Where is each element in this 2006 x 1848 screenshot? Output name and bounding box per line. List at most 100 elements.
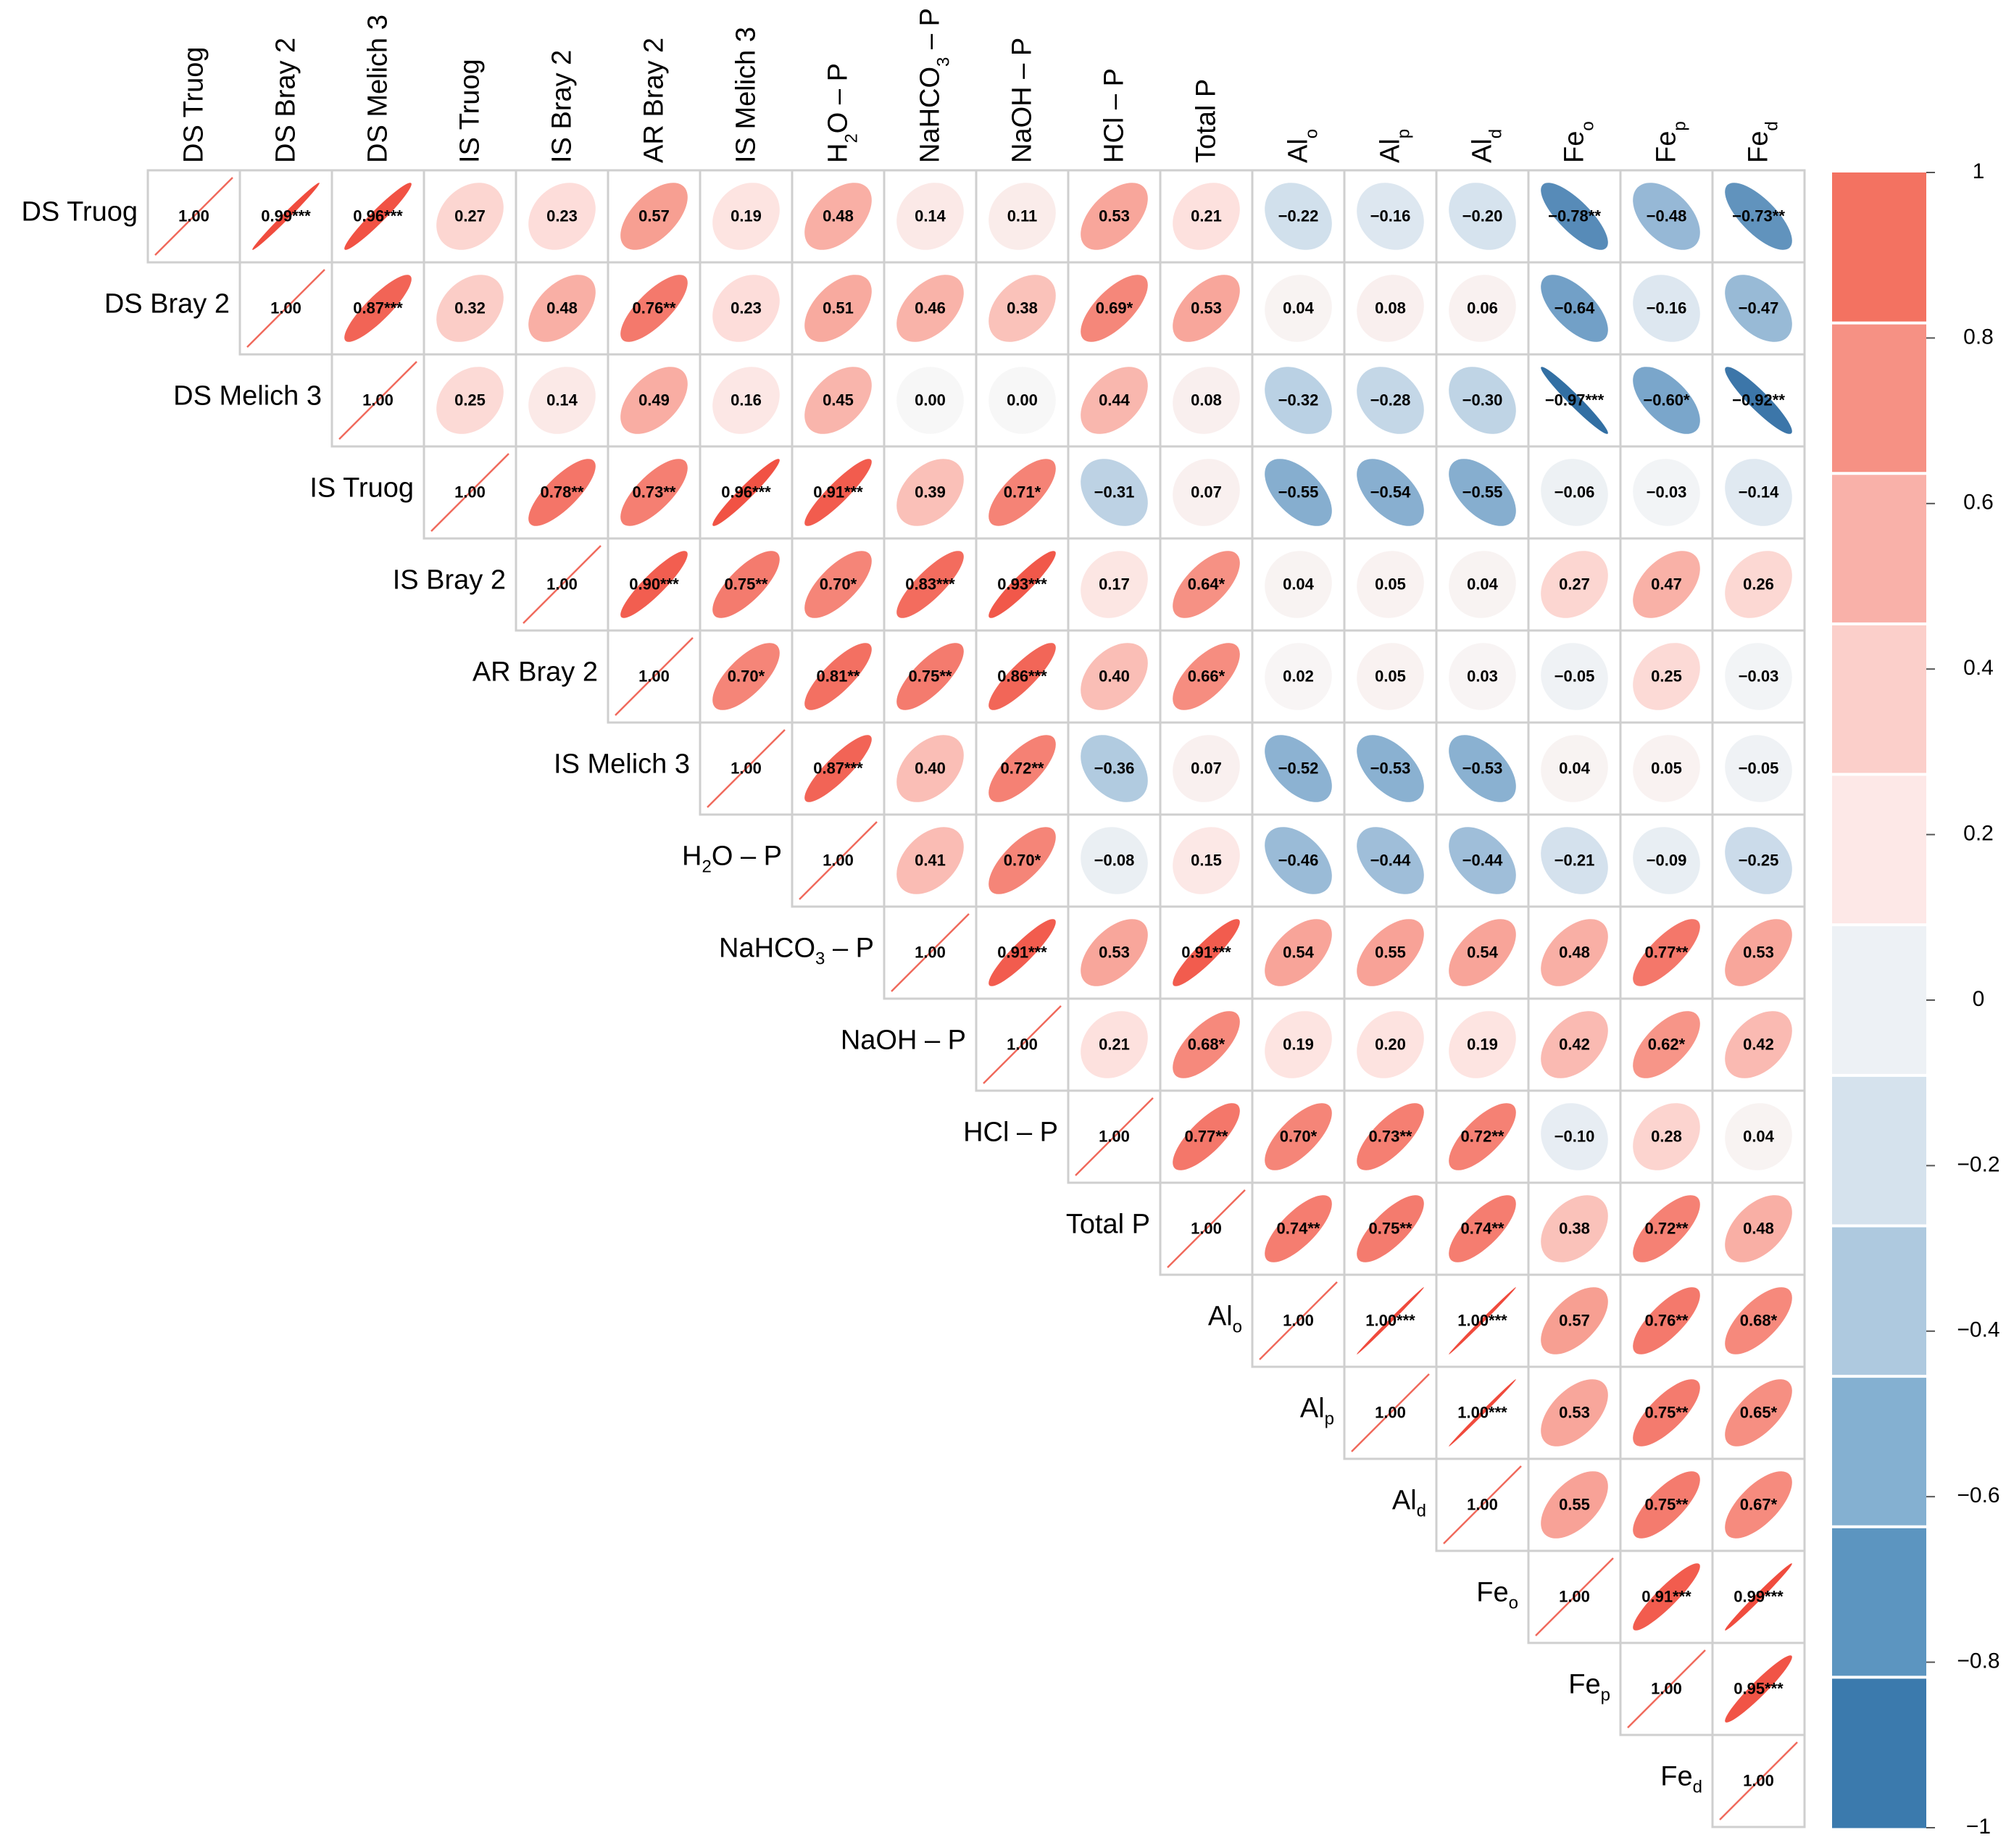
cell-value-label: 0.68* bbox=[1740, 1311, 1778, 1329]
cell-value-label: 0.54 bbox=[1283, 943, 1315, 961]
diagonal-line bbox=[983, 1005, 1062, 1084]
cell-r0-c13: −0.16 bbox=[1343, 169, 1438, 264]
row-label-ds-melich-3-2: DS Melich 3 bbox=[173, 381, 322, 412]
cell-r1-c12: 0.04 bbox=[1251, 261, 1346, 356]
cell-r1-c7: 0.51 bbox=[791, 261, 886, 356]
column-label-ds-melich-3-2: DS Melich 3 bbox=[363, 14, 394, 163]
cell-r2-c14: −0.30 bbox=[1435, 353, 1530, 448]
correlation-ellipse bbox=[1173, 367, 1240, 434]
cell-value-label: 0.53 bbox=[1099, 207, 1130, 225]
diagonal-line bbox=[615, 637, 694, 716]
cell-value-label: 0.25 bbox=[1651, 667, 1682, 685]
cell-value-label: 0.08 bbox=[1191, 391, 1222, 409]
color-legend-segment bbox=[1832, 322, 1926, 474]
column-label-alp-13: Alp bbox=[1376, 129, 1414, 163]
correlation-ellipse bbox=[1725, 1195, 1792, 1262]
correlation-ellipse bbox=[1541, 183, 1608, 250]
cell-value-label: 0.75** bbox=[1369, 1219, 1412, 1237]
row-labels: DS Truog DS Bray 2 DS Melich 3 IS Truog IS B… bbox=[21, 197, 1702, 1797]
cell-value-label: 1.00 bbox=[454, 483, 486, 501]
correlation-ellipse bbox=[528, 459, 596, 526]
correlation-ellipse bbox=[1541, 827, 1608, 894]
cell-value-label: 0.16 bbox=[731, 391, 762, 409]
diagonal-line bbox=[154, 177, 233, 256]
column-label-fed-17: Fed bbox=[1744, 121, 1782, 163]
cell-value-label: 0.87*** bbox=[353, 299, 403, 317]
cell-value-label: 1.00 bbox=[178, 207, 209, 225]
correlation-ellipse bbox=[1541, 919, 1608, 986]
cell-r12-c16: 0.76** bbox=[1619, 1273, 1714, 1368]
correlation-ellipse bbox=[1081, 367, 1148, 434]
correlation-ellipse bbox=[1633, 1379, 1700, 1447]
correlation-ellipse bbox=[528, 275, 596, 342]
cell-value-label: −0.16 bbox=[1370, 207, 1411, 225]
correlation-ellipse bbox=[252, 183, 320, 250]
cell-r1-c11: 0.53 bbox=[1159, 261, 1254, 356]
correlation-ellipse bbox=[804, 367, 872, 434]
row-label-alp-13: Alp bbox=[1300, 1394, 1334, 1429]
correlation-ellipse bbox=[1173, 551, 1240, 618]
cell-r7-c10: −0.08 bbox=[1067, 813, 1162, 908]
correlation-ellipse bbox=[620, 367, 688, 434]
cell-r2-c12: −0.32 bbox=[1251, 353, 1346, 448]
cell-value-label: 1.00 bbox=[823, 851, 854, 869]
cell-r7-c15: −0.21 bbox=[1527, 813, 1622, 908]
cell-r11-c12: 0.74** bbox=[1251, 1181, 1346, 1276]
cell-r0-c10: 0.53 bbox=[1067, 169, 1162, 264]
correlation-ellipse bbox=[1357, 459, 1424, 526]
cell-value-label: 0.96*** bbox=[353, 207, 403, 225]
cell-r17-c17: 1.00 bbox=[1711, 1733, 1806, 1828]
cell-value-label: −0.53 bbox=[1462, 759, 1503, 777]
cell-value-label: 0.91*** bbox=[997, 943, 1047, 961]
correlation-ellipse bbox=[1449, 1195, 1516, 1262]
cell-value-label: 0.76** bbox=[633, 299, 676, 317]
cell-value-label: 1.00 bbox=[1007, 1035, 1038, 1053]
row-label-fep-16: Fep bbox=[1568, 1670, 1610, 1705]
correlation-ellipse bbox=[1541, 1471, 1608, 1539]
cell-r0-c15: −0.78** bbox=[1527, 169, 1622, 264]
cell-value-label: 0.70* bbox=[1280, 1127, 1318, 1145]
cell-value-label: 0.64* bbox=[1188, 575, 1225, 593]
cell-value-label: −0.25 bbox=[1739, 851, 1779, 869]
correlation-ellipse bbox=[1449, 1011, 1516, 1078]
cell-r2-c11: 0.08 bbox=[1159, 353, 1254, 448]
cell-r0-c7: 0.48 bbox=[791, 169, 886, 264]
cell-value-label: 0.75** bbox=[725, 575, 768, 593]
cell-r2-c9: 0.00 bbox=[975, 353, 1070, 448]
cell-value-label: −0.46 bbox=[1278, 851, 1319, 869]
correlation-ellipse bbox=[1081, 459, 1148, 526]
column-label-nahco3-p-8: NaHCO3 – P bbox=[915, 8, 954, 163]
cell-value-label: −0.52 bbox=[1278, 759, 1319, 777]
cell-value-label: 0.32 bbox=[454, 299, 486, 317]
diagonal-line bbox=[1535, 1557, 1614, 1636]
column-label-feo-15: Feo bbox=[1560, 121, 1598, 163]
cell-value-label: −0.47 bbox=[1739, 299, 1779, 317]
correlation-ellipse bbox=[896, 735, 964, 802]
cell-value-label: 0.99*** bbox=[1734, 1587, 1784, 1605]
correlation-ellipse bbox=[989, 367, 1056, 434]
cell-r0-c0: 1.00 bbox=[146, 169, 241, 264]
cell-value-label: 0.00 bbox=[1007, 391, 1038, 409]
cell-value-label: 0.39 bbox=[915, 483, 946, 501]
correlation-ellipse bbox=[1633, 1195, 1700, 1262]
correlation-ellipse bbox=[344, 183, 412, 250]
cell-r2-c3: 0.25 bbox=[423, 353, 517, 448]
correlation-ellipse bbox=[1357, 735, 1424, 802]
correlation-ellipse bbox=[1265, 1011, 1332, 1078]
cell-value-label: 1.00 bbox=[546, 575, 578, 593]
correlation-ellipse bbox=[1541, 1195, 1608, 1262]
column-label-total-p-11: Total P bbox=[1191, 79, 1222, 163]
cell-value-label: 0.53 bbox=[1743, 943, 1774, 961]
cell-value-label: 0.53 bbox=[1191, 299, 1222, 317]
cell-r2-c6: 0.16 bbox=[699, 353, 794, 448]
cell-value-label: −0.10 bbox=[1555, 1127, 1595, 1145]
cell-r11-c13: 0.75** bbox=[1343, 1181, 1438, 1276]
cell-r0-c9: 0.11 bbox=[975, 169, 1070, 264]
cell-r12-c14: 1.00*** bbox=[1435, 1273, 1530, 1368]
correlation-ellipse bbox=[989, 459, 1056, 526]
cell-r3-c17: −0.14 bbox=[1711, 445, 1806, 540]
cell-value-label: 1.00 bbox=[362, 391, 394, 409]
correlation-ellipse bbox=[989, 275, 1056, 342]
cell-r10-c16: 0.28 bbox=[1619, 1089, 1714, 1184]
cell-r5-c15: −0.05 bbox=[1527, 629, 1622, 724]
